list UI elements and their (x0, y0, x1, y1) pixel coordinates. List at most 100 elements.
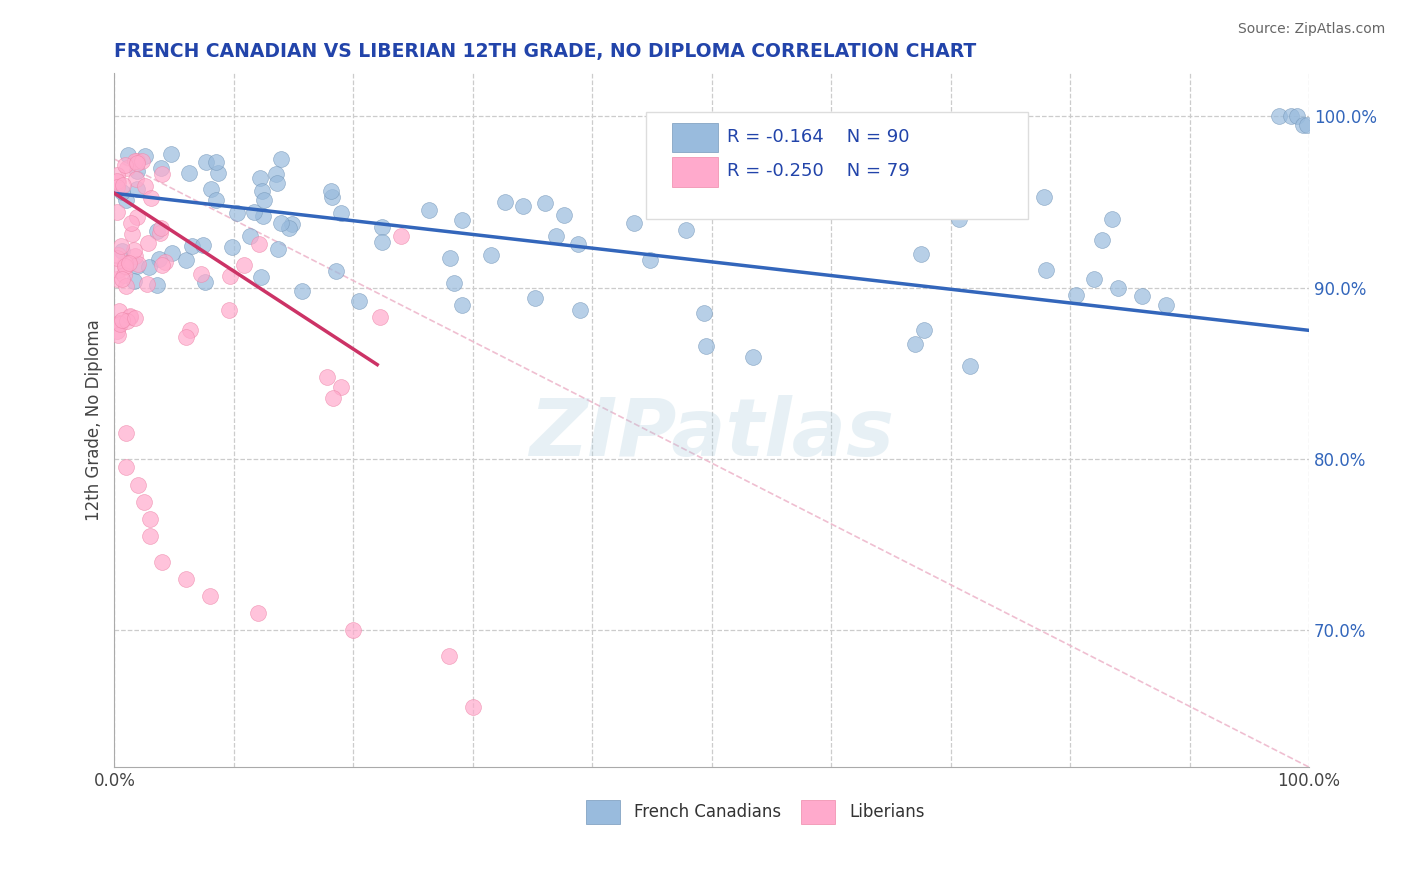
Point (127, 156, 149, 170)
Point (567, 236, 589, 251)
Point (110, 238, 132, 252)
Point (139, 512, 162, 526)
Point (111, 313, 134, 327)
Point (127, 257, 149, 271)
Point (451, 298, 474, 312)
Point (150, 161, 173, 175)
Point (131, 153, 153, 168)
Point (494, 195, 516, 210)
FancyBboxPatch shape (586, 800, 620, 824)
Point (267, 242, 290, 256)
Point (160, 246, 183, 260)
Point (110, 244, 132, 259)
Text: ZIPatlas: ZIPatlas (529, 395, 894, 473)
Point (114, 158, 136, 172)
FancyBboxPatch shape (801, 800, 835, 824)
Point (122, 243, 145, 257)
Point (741, 350, 763, 364)
Point (124, 153, 146, 168)
Point (139, 191, 162, 205)
Point (114, 256, 136, 270)
Point (1107, 280, 1129, 294)
Point (190, 267, 212, 281)
Point (176, 330, 198, 344)
Point (105, 252, 128, 266)
Point (115, 460, 138, 475)
Point (1292, 118, 1315, 132)
Point (105, 168, 128, 182)
Point (108, 317, 131, 331)
Point (120, 310, 142, 325)
Point (534, 195, 557, 210)
Point (239, 228, 262, 243)
Point (122, 274, 145, 288)
Point (115, 161, 138, 175)
Point (121, 227, 143, 241)
Point (291, 284, 314, 298)
Point (200, 182, 222, 196)
Text: R = -0.250    N = 79: R = -0.250 N = 79 (727, 162, 910, 180)
Point (330, 206, 353, 220)
Point (910, 247, 932, 261)
Point (205, 193, 228, 207)
Point (174, 252, 197, 267)
Text: Source: ZipAtlas.com: Source: ZipAtlas.com (1237, 22, 1385, 37)
Point (250, 269, 273, 284)
Point (112, 268, 135, 282)
Point (120, 309, 142, 323)
Point (205, 154, 228, 169)
Point (207, 166, 229, 180)
Point (1091, 233, 1114, 247)
Point (321, 190, 343, 204)
Point (1279, 109, 1302, 123)
Point (138, 260, 160, 274)
Point (125, 171, 148, 186)
Point (270, 216, 292, 230)
Point (544, 229, 567, 244)
Point (180, 239, 202, 253)
Point (225, 206, 247, 220)
Point (110, 186, 132, 200)
Point (233, 258, 256, 272)
Point (115, 426, 138, 441)
Point (195, 155, 218, 169)
Point (146, 224, 169, 238)
Point (450, 213, 472, 227)
Point (914, 322, 936, 336)
Point (114, 260, 136, 274)
Point (198, 589, 221, 603)
Point (1130, 289, 1153, 303)
Point (479, 248, 502, 262)
Point (242, 205, 264, 219)
Point (948, 211, 970, 226)
Point (371, 219, 394, 234)
Point (389, 229, 412, 244)
Point (623, 216, 645, 230)
Point (108, 304, 131, 318)
Point (107, 262, 129, 277)
Point (150, 167, 173, 181)
Point (120, 216, 142, 230)
Point (443, 277, 465, 291)
Point (904, 337, 927, 351)
Point (1154, 298, 1177, 312)
Point (125, 164, 148, 178)
Point (127, 182, 149, 196)
Point (418, 203, 440, 218)
Point (695, 339, 717, 353)
Point (439, 251, 461, 265)
Point (118, 256, 141, 270)
Point (117, 148, 139, 162)
Point (437, 648, 460, 663)
Point (105, 179, 128, 194)
Point (105, 205, 128, 219)
Point (149, 221, 172, 235)
Point (114, 260, 136, 274)
Point (179, 322, 201, 336)
Point (347, 294, 370, 309)
Point (1295, 118, 1317, 132)
Point (135, 277, 157, 291)
Point (150, 258, 173, 272)
Point (553, 209, 575, 223)
Point (125, 154, 148, 169)
